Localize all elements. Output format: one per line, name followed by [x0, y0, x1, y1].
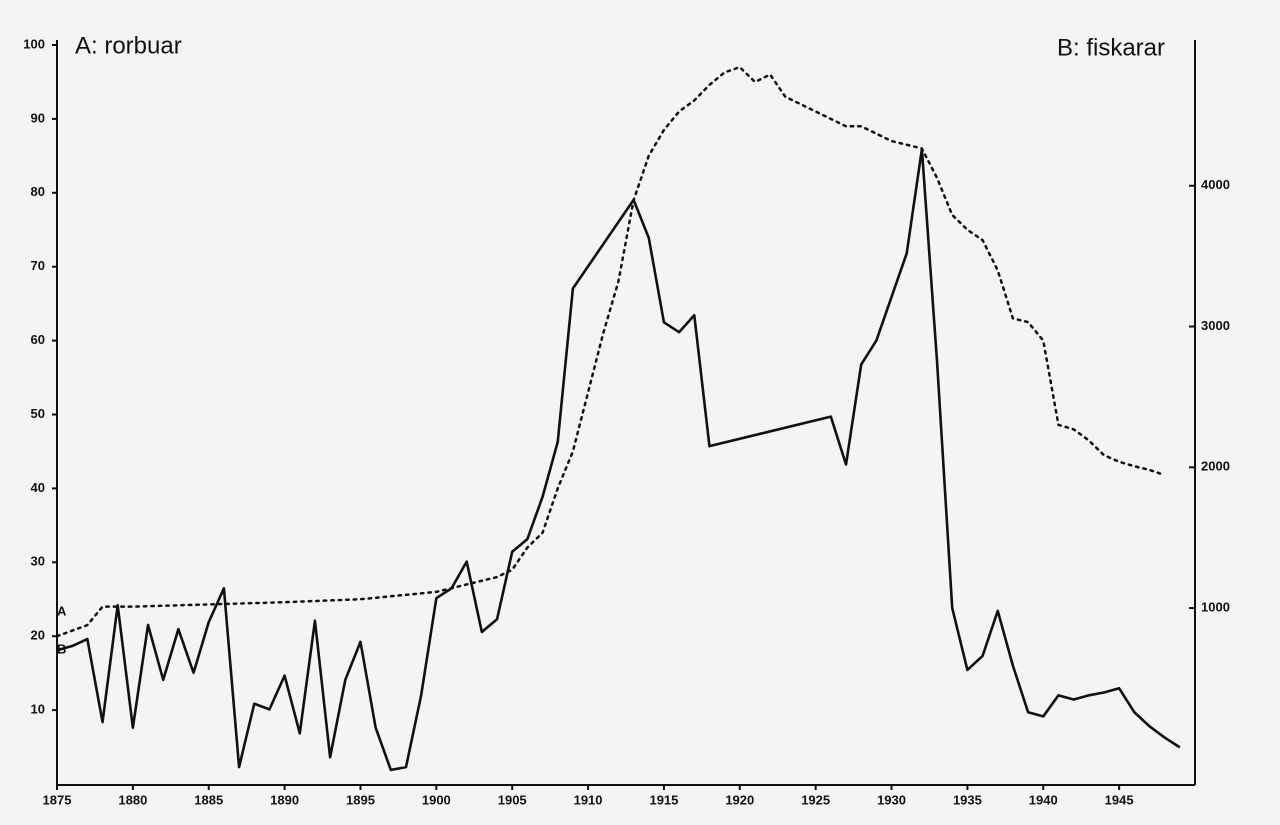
x-tick-label: 1930 — [877, 792, 906, 807]
x-tick-label: 1910 — [574, 792, 603, 807]
y-tick-label: 40 — [31, 480, 45, 495]
x-tick-label: 1925 — [801, 792, 830, 807]
x-tick-label: 1940 — [1029, 792, 1058, 807]
series-line — [56, 147, 1181, 772]
x-tick-label: 1945 — [1105, 792, 1134, 807]
y2-tick-label: 1000 — [1201, 599, 1230, 614]
y2-tick-label: 4000 — [1201, 177, 1230, 192]
series-line — [55, 65, 1166, 638]
y-tick-label: 100 — [23, 36, 45, 51]
x-tick-label: 1920 — [725, 792, 754, 807]
y-tick-label: 60 — [31, 332, 45, 347]
x-tick-label: 1890 — [270, 792, 299, 807]
y-tick-label: 10 — [31, 702, 45, 717]
x-tick-label: 1880 — [118, 792, 147, 807]
y-tick-label: 50 — [31, 406, 45, 421]
x-tick-label: 1935 — [953, 792, 982, 807]
y-tick-label: 20 — [31, 628, 45, 643]
y-tick-label: 30 — [31, 554, 45, 569]
x-tick-label: 1895 — [346, 792, 375, 807]
y-tick-label: 80 — [31, 184, 45, 199]
y2-tick-label: 2000 — [1201, 459, 1230, 474]
x-tick-label: 1915 — [649, 792, 678, 807]
y-tick-label: 90 — [31, 110, 45, 125]
series-label: A — [57, 603, 67, 618]
legend-b: B: fiskarar — [1057, 34, 1165, 61]
y2-tick-label: 3000 — [1201, 318, 1230, 333]
y-tick-label: 70 — [31, 258, 45, 273]
x-tick-label: 1900 — [422, 792, 451, 807]
x-tick-label: 1875 — [43, 792, 72, 807]
x-tick-label: 1885 — [194, 792, 223, 807]
legend-a: A: rorbuar — [75, 32, 182, 59]
x-tick-label: 1905 — [498, 792, 527, 807]
